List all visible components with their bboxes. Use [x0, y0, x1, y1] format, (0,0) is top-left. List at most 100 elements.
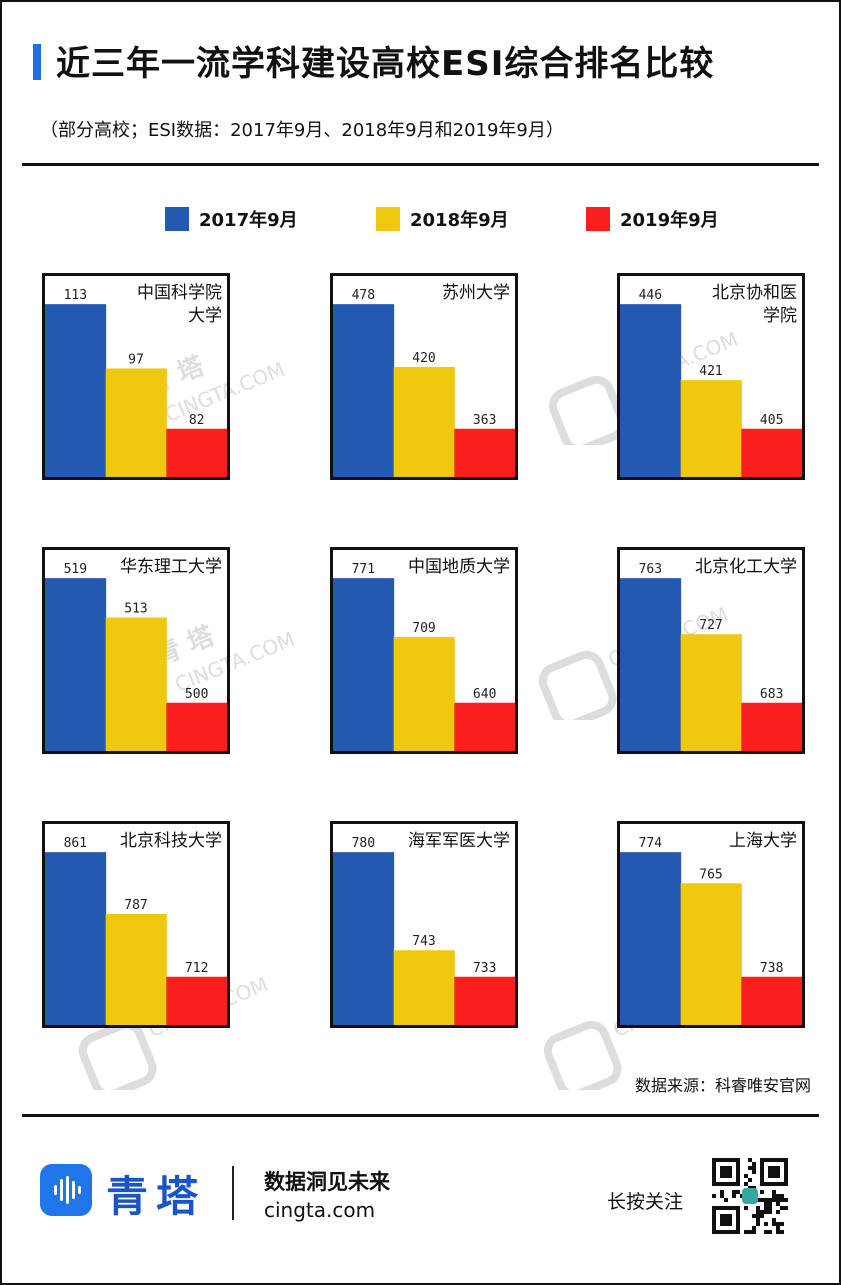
bar-value-label: 82 [189, 413, 205, 428]
chart-panel: 446 421 405 北京协和医 学院 [617, 273, 805, 480]
panel-title: 北京科技大学 [120, 831, 222, 851]
bar-2018 [105, 368, 167, 477]
bar-2019 [741, 976, 803, 1025]
bar-value-label: 743 [412, 934, 435, 949]
bar-2018 [105, 617, 167, 751]
bar-value-label: 787 [124, 898, 147, 913]
bar-value-label: 640 [473, 687, 496, 702]
bar-value-label: 363 [473, 413, 496, 428]
legend-swatch-2018 [376, 207, 400, 231]
panel-title: 中国科学院 大学 [137, 283, 222, 326]
legend-swatch-2019 [586, 207, 610, 231]
panel-title: 海军军医大学 [408, 831, 510, 851]
qr-code-icon[interactable] [712, 1158, 788, 1234]
footer-separator [232, 1166, 234, 1220]
panel-border [42, 547, 230, 754]
chart-subtitle: （部分高校；ESI数据：2017年9月、2018年9月和2019年9月） [40, 120, 564, 141]
bar-value-label: 97 [128, 352, 144, 367]
legend-item-2017: 2017年9月 [165, 204, 298, 234]
bar-2018 [680, 380, 742, 477]
bar-2017 [45, 304, 107, 477]
panel-title: 上海大学 [729, 831, 797, 851]
bar-value-label: 765 [699, 867, 722, 882]
bar-2017 [620, 304, 682, 477]
legend: 2017年9月 2018年9月 2019年9月 [0, 204, 841, 234]
bar-value-label: 405 [760, 413, 783, 428]
bar-2018 [393, 366, 455, 477]
chart-panel: 519 513 500 华东理工大学 [42, 547, 230, 754]
legend-item-2018: 2018年9月 [376, 204, 509, 234]
bar-2017 [45, 578, 107, 751]
bar-value-label: 733 [473, 961, 496, 976]
bar-2018 [680, 883, 742, 1025]
chart-panel: 780 743 733 海军军医大学 [330, 821, 518, 1028]
footer-brand: 青塔 [106, 1172, 207, 1221]
bar-2018 [393, 637, 455, 751]
bar-2019 [166, 976, 228, 1025]
panel-title: 中国地质大学 [408, 557, 510, 577]
cingta-logo-icon [40, 1164, 92, 1216]
bar-value-label: 709 [412, 621, 435, 636]
footer-slogan: 数据洞见未来 [264, 1170, 390, 1194]
bar-2017 [45, 852, 107, 1025]
panel-border [330, 821, 518, 1028]
title-accent-bar [33, 44, 41, 80]
bar-2019 [454, 702, 516, 751]
qr-code-graphic [712, 1158, 788, 1234]
panel-plot: 519 513 500 [42, 547, 230, 754]
panel-border [330, 273, 518, 480]
legend-label-2017: 2017年9月 [199, 210, 298, 231]
bar-value-label: 519 [64, 562, 87, 577]
bar-value-label: 738 [760, 961, 783, 976]
legend-label-2019: 2019年9月 [620, 210, 719, 231]
panel-plot: 774 765 738 [617, 821, 805, 1028]
panel-plot: 771 709 640 [330, 547, 518, 754]
panel-title: 北京化工大学 [695, 557, 797, 577]
panel-title: 北京协和医 学院 [712, 283, 797, 326]
bar-2018 [105, 914, 167, 1025]
bar-value-label: 113 [64, 288, 87, 303]
bar-2018 [393, 950, 455, 1025]
chart-panel: 113 97 82 中国科学院 大学 [42, 273, 230, 480]
bar-value-label: 771 [352, 562, 375, 577]
bar-value-label: 712 [185, 961, 208, 976]
panel-border [42, 273, 230, 480]
bar-2018 [680, 634, 742, 751]
data-source-note: 数据来源：科睿唯安官网 [634, 1076, 811, 1095]
chart-panel: 763 727 683 北京化工大学 [617, 547, 805, 754]
bar-value-label: 727 [699, 618, 722, 633]
bar-value-label: 861 [64, 836, 87, 851]
bar-value-label: 478 [352, 288, 375, 303]
bar-value-label: 780 [352, 836, 375, 851]
bar-2017 [333, 852, 395, 1025]
panel-border [42, 821, 230, 1028]
bar-2017 [333, 304, 395, 477]
panel-border [617, 547, 805, 754]
chart-panel: 861 787 712 北京科技大学 [42, 821, 230, 1028]
chart-panel: 478 420 363 苏州大学 [330, 273, 518, 480]
bar-value-label: 420 [412, 351, 435, 366]
panel-plot: 780 743 733 [330, 821, 518, 1028]
bar-2019 [166, 428, 228, 477]
panel-plot: 446 421 405 [617, 273, 805, 480]
panel-border [617, 821, 805, 1028]
bar-2019 [741, 702, 803, 751]
panel-title: 苏州大学 [442, 283, 510, 303]
chart-panel: 771 709 640 中国地质大学 [330, 547, 518, 754]
bar-value-label: 446 [639, 288, 662, 303]
bar-value-label: 500 [185, 687, 208, 702]
legend-item-2019: 2019年9月 [586, 204, 719, 234]
bar-2017 [620, 852, 682, 1025]
panel-border [617, 273, 805, 480]
footer-url[interactable]: cingta.com [264, 1198, 376, 1222]
bar-2019 [454, 976, 516, 1025]
bar-2017 [333, 578, 395, 751]
follow-prompt: 长按关注 [607, 1191, 684, 1213]
bar-value-label: 513 [124, 601, 147, 616]
footer-divider [22, 1114, 819, 1117]
chart-title: 近三年一流学科建设高校ESI综合排名比较 [56, 44, 715, 84]
panel-title: 华东理工大学 [120, 557, 222, 577]
chart-panel: 774 765 738 上海大学 [617, 821, 805, 1028]
panel-plot: 478 420 363 [330, 273, 518, 480]
legend-label-2018: 2018年9月 [410, 210, 509, 231]
